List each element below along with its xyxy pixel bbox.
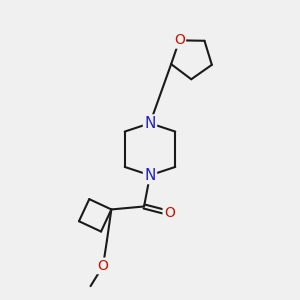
Text: N: N xyxy=(144,116,156,131)
Text: O: O xyxy=(174,33,185,47)
Text: N: N xyxy=(144,168,156,183)
Text: O: O xyxy=(98,259,109,273)
Text: O: O xyxy=(164,206,175,220)
